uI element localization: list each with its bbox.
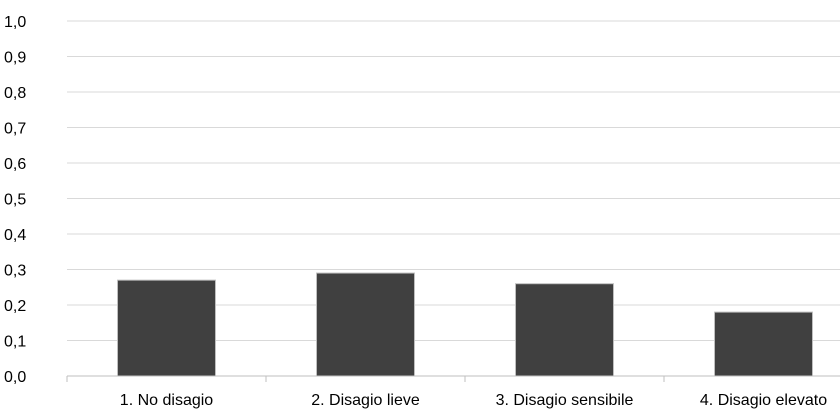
bar [316, 272, 415, 377]
x-category-label: 1. No disagio [120, 392, 213, 409]
y-tick-label: 0,2 [4, 298, 26, 315]
y-tick-label: 0,9 [4, 50, 26, 67]
x-axis-labels: 1. No disagio 2. Disagio lieve 3. Disagio … [120, 392, 827, 409]
y-axis-ticks: 0,0 0,1 0,2 0,3 0,4 0,5 0,6 0,7 0,8 0,9 1,0 [4, 14, 26, 386]
bars [117, 272, 813, 377]
bar [117, 279, 216, 377]
y-tick-label: 0,1 [4, 334, 26, 351]
bar [515, 283, 614, 377]
x-axis [66, 375, 840, 382]
bar [714, 311, 813, 377]
y-tick-label: 1,0 [4, 14, 26, 31]
y-tick-label: 0,6 [4, 156, 26, 173]
x-category-label: 2. Disagio lieve [311, 392, 420, 409]
y-tick-label: 0,4 [4, 227, 26, 244]
y-tick-label: 0,0 [4, 369, 26, 386]
x-category-label: 4. Disagio elevato [700, 392, 827, 409]
y-tick-label: 0,8 [4, 85, 26, 102]
y-tick-label: 0,5 [4, 192, 26, 209]
y-tick-label: 0,3 [4, 263, 26, 280]
x-category-label: 3. Disagio sensibile [496, 392, 634, 409]
y-tick-label: 0,7 [4, 121, 26, 138]
